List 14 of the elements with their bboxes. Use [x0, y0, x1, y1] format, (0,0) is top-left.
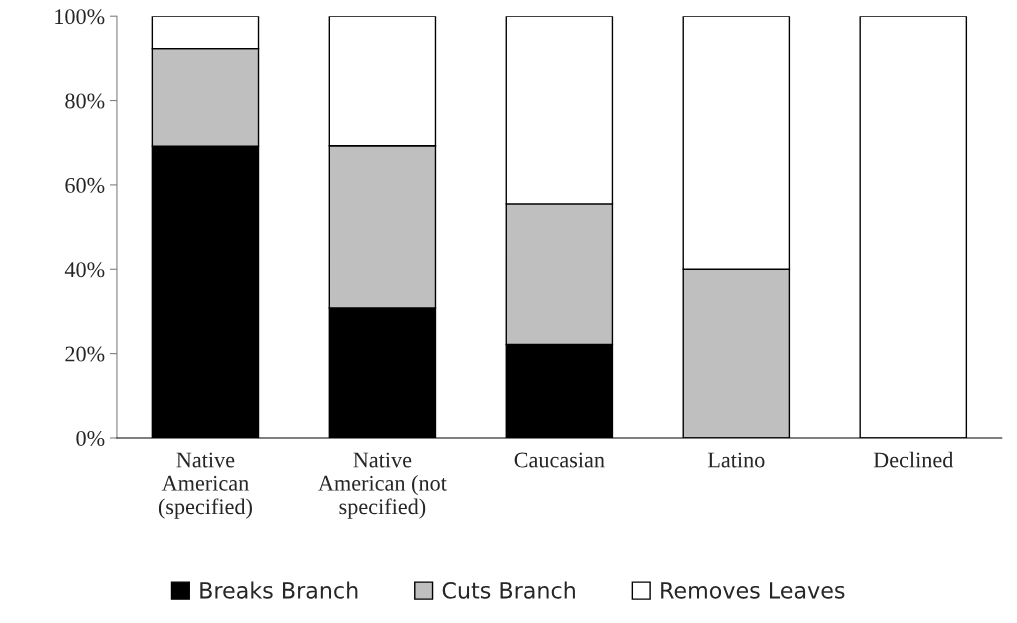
legend-label: Breaks Branch [200, 581, 358, 599]
y-tick-label: 40% [64, 262, 105, 278]
y-tick-label: 20% [65, 346, 105, 362]
legend-label: Removes Leaves [661, 582, 845, 599]
y-tick-label: 80% [65, 93, 105, 109]
x-tick-label: Declined [873, 451, 954, 468]
legend-label: Cuts Branch [442, 581, 575, 599]
x-tick-label: Native American (specified) [158, 452, 252, 519]
y-tick-label: 0% [76, 430, 105, 446]
y-tick-label: 60% [65, 177, 105, 193]
x-tick-label: Caucasian [514, 452, 605, 468]
x-tick-label: Latino [707, 452, 765, 468]
y-tick-label: 100% [55, 9, 105, 25]
x-tick-label: Native American (not specified) [318, 452, 447, 519]
